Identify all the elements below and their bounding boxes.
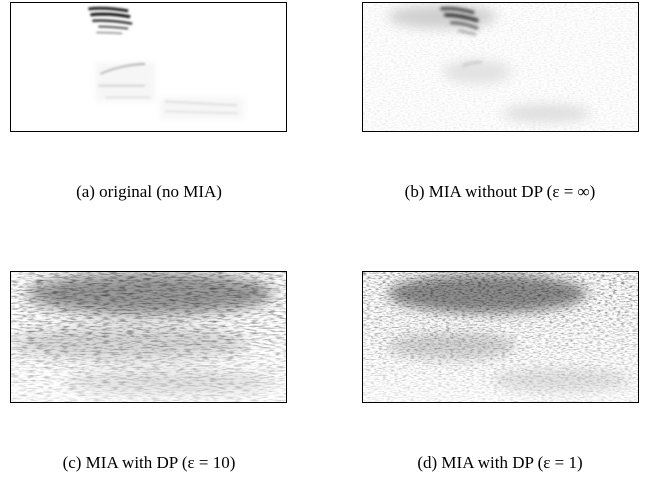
spectrogram-original [10,2,287,132]
caption-panel-b: (b) MIA without DP (ε = ∞) [404,182,596,201]
spectrogram-original-image [88,6,245,120]
spectrogram-mia-dp-eps10-image [11,272,286,402]
spectrogram-mia-dp-eps10 [10,271,287,403]
caption-panel-c: (c) MIA with DP (ε = 10) [62,453,236,472]
caption-panel-a: (a) original (no MIA) [76,182,222,201]
spectrogram-mia-no-dp [362,2,639,132]
caption-panel-d: (d) MIA with DP (ε = 1) [417,453,583,472]
spectrogram-mia-dp-eps1 [362,271,639,403]
spectrogram-mia-no-dp-image [363,3,638,131]
spectrogram-mia-dp-eps1-image [363,272,638,402]
